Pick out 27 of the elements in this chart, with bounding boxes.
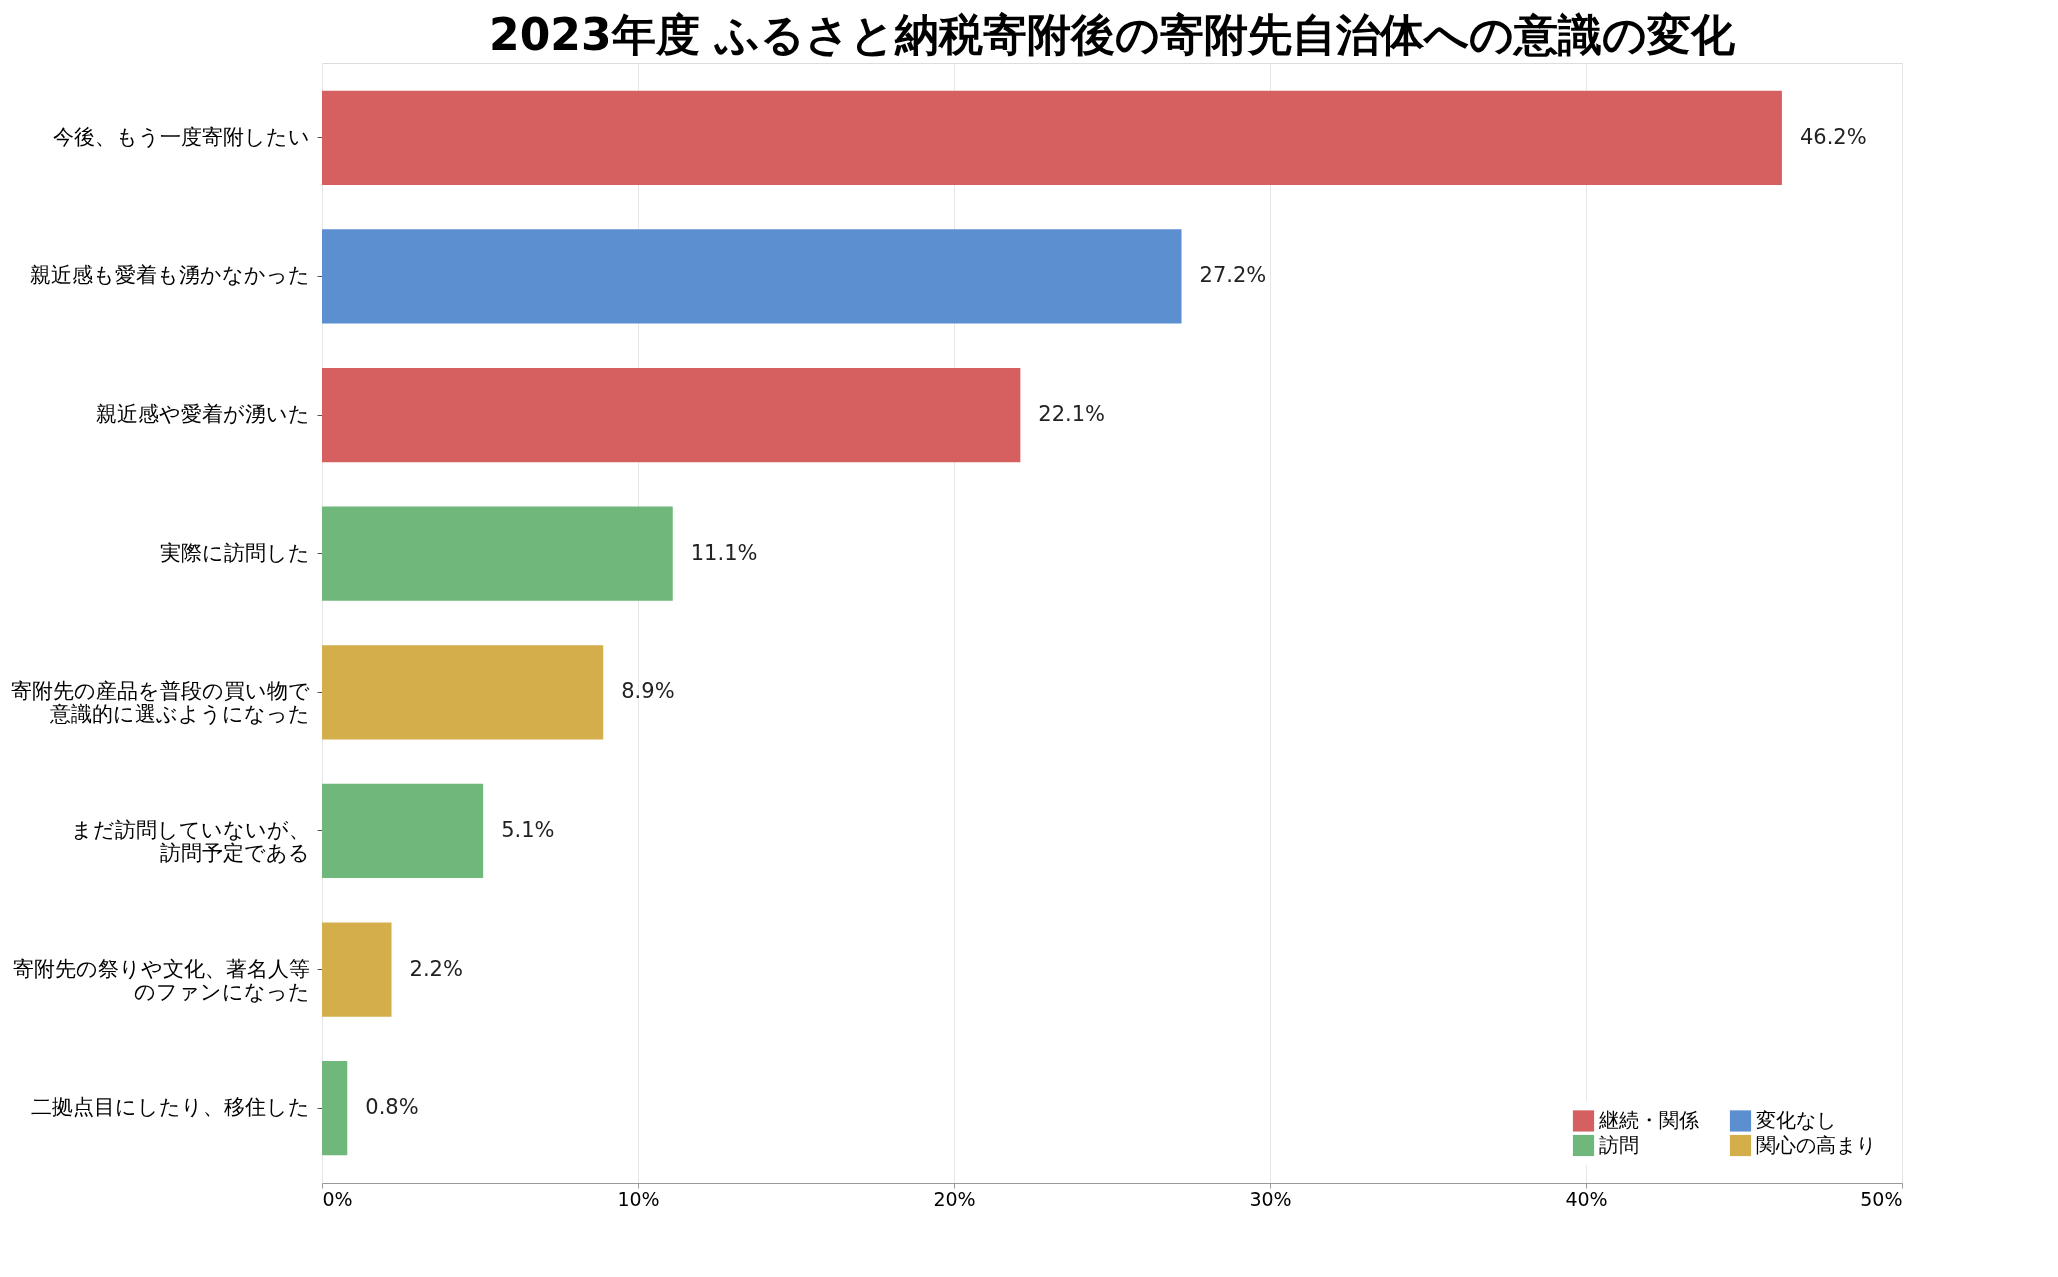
data-label: 0.8% bbox=[365, 1095, 419, 1120]
legend-label: 訪問 bbox=[1599, 1132, 1639, 1157]
y-tick-label: まだ訪問していないが、訪問予定である bbox=[70, 817, 310, 865]
y-tick-label: 寄附先の産品を普段の買い物で意識的に選ぶようになった bbox=[10, 679, 310, 727]
data-label: 5.1% bbox=[501, 817, 555, 842]
x-tick-label: 30% bbox=[1249, 1187, 1292, 1210]
data-label: 27.2% bbox=[1199, 263, 1267, 288]
x-tick-label: 20% bbox=[933, 1187, 976, 1210]
y-tick-label: 今後、もう一度寄附したい bbox=[52, 124, 310, 149]
x-tick-label: 40% bbox=[1565, 1187, 1608, 1210]
data-label: 46.2% bbox=[1799, 124, 1867, 149]
x-tick-label: 0% bbox=[322, 1187, 353, 1210]
y-tick-label: 二拠点目にしたり、移住した bbox=[30, 1095, 310, 1120]
chart-title: 2023年度 ふるさと納税寄附後の寄附先自治体への意識の変化 bbox=[489, 9, 1736, 60]
data-label: 22.1% bbox=[1038, 402, 1106, 427]
data-label: 11.1% bbox=[690, 540, 758, 565]
y-tick-label: 親近感も愛着も湧かなかった bbox=[29, 263, 310, 288]
data-label: 2.2% bbox=[409, 956, 463, 981]
data-label: 8.9% bbox=[621, 679, 675, 704]
legend-label: 継続・関係 bbox=[1598, 1107, 1699, 1132]
x-tick-label: 50% bbox=[1860, 1187, 1903, 1210]
x-tick-label: 10% bbox=[617, 1187, 660, 1210]
legend-label: 変化なし bbox=[1756, 1107, 1836, 1132]
y-tick-label: 親近感や愛着が湧いた bbox=[95, 402, 310, 427]
y-tick-label: 寄附先の祭りや文化、著名人等のファンになった bbox=[12, 956, 310, 1004]
legend-label: 関心の高まり bbox=[1756, 1132, 1876, 1157]
y-tick-label: 実際に訪問した bbox=[159, 540, 310, 565]
